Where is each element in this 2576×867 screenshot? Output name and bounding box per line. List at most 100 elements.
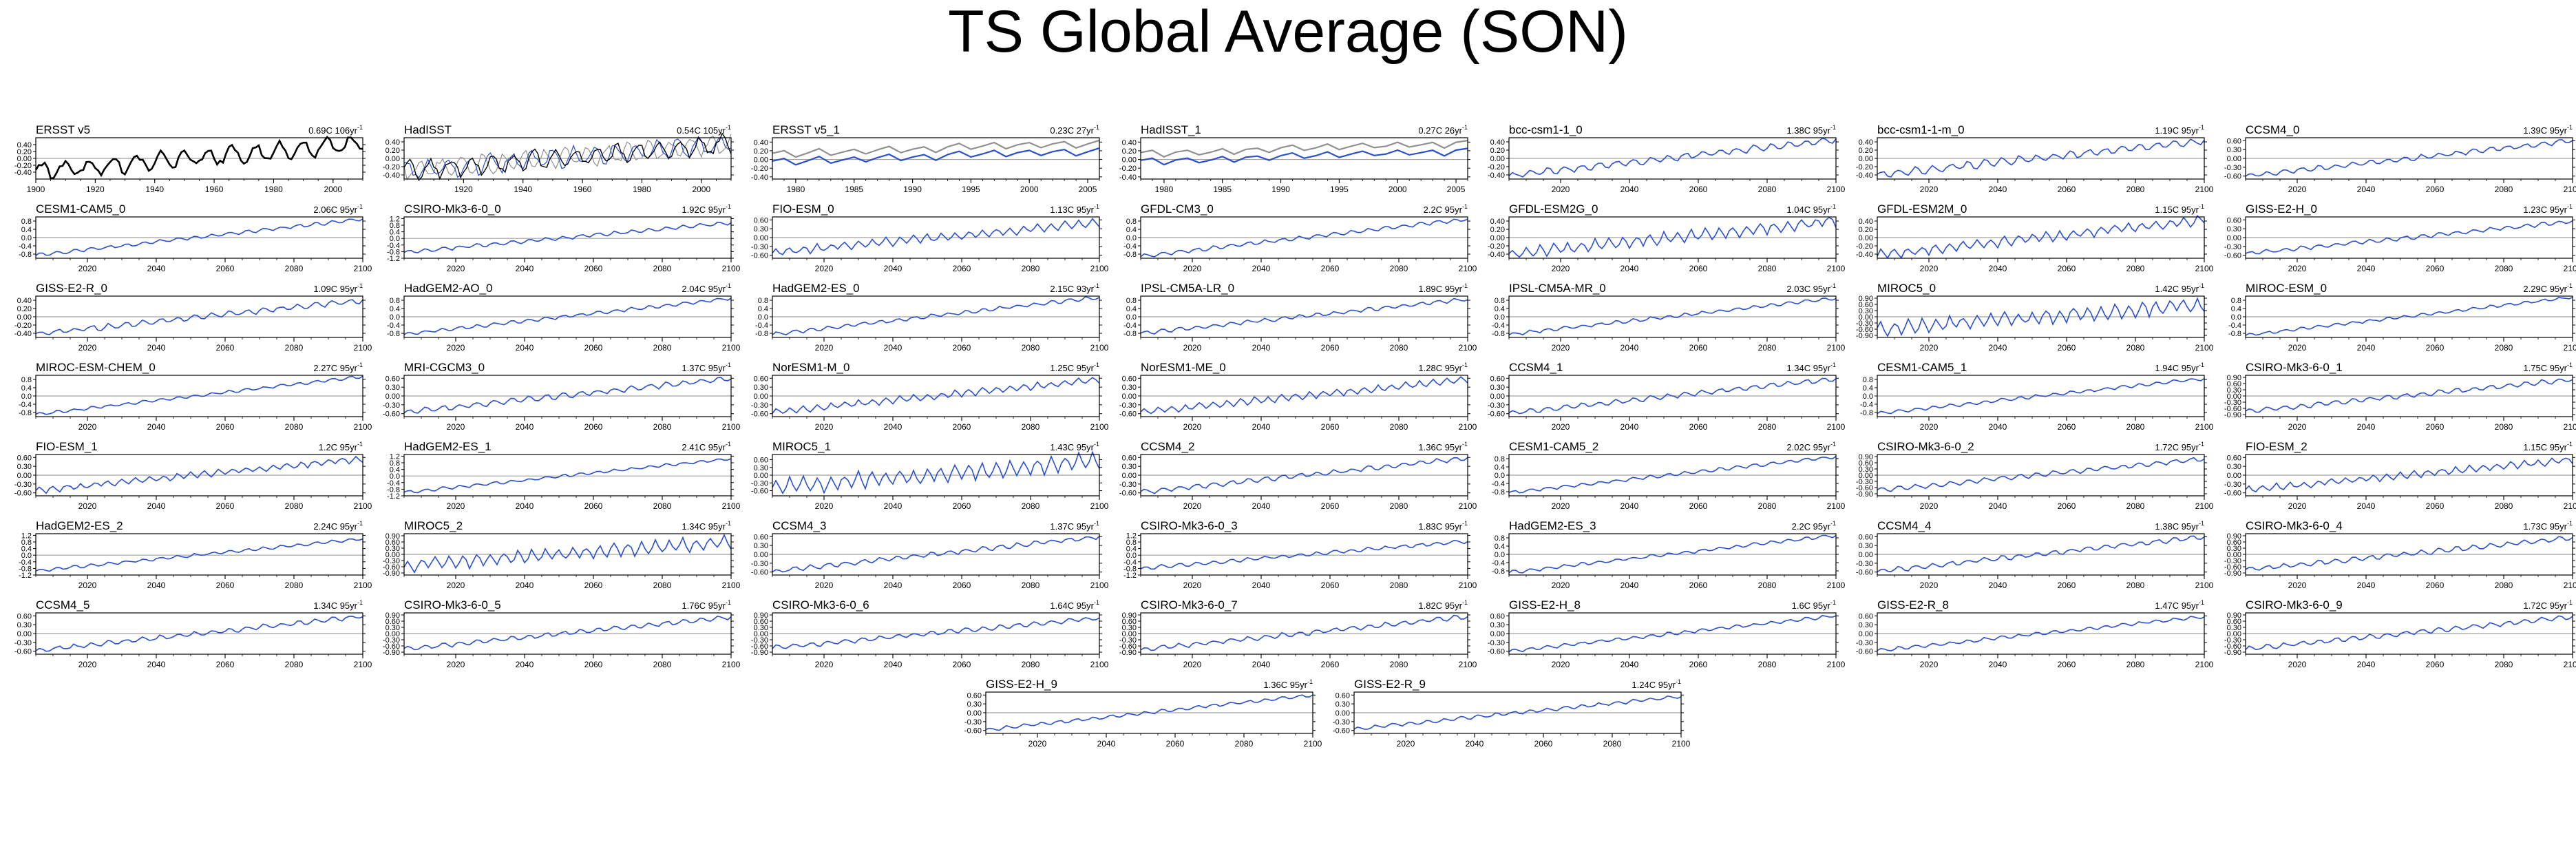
series-line (2245, 536, 2573, 571)
series-line (403, 533, 732, 574)
x-tick-label: 2100 (2195, 185, 2214, 194)
panel: MIROC5_0 1.42C 95yr-1-0.90-0.60-0.300.000… (1856, 282, 2214, 353)
y-tick-label: 0.8 (1126, 218, 1137, 226)
y-tick-label: 0.0 (1495, 472, 1505, 480)
y-tick-label: -0.60 (1488, 648, 1505, 656)
x-tick-label: 2020 (815, 660, 834, 669)
panel-title: GISS-E2-H_8 (1509, 598, 1581, 612)
x-tick-label: 2020 (1183, 581, 1202, 590)
y-tick-label: -0.30 (751, 401, 768, 410)
x-tick-label: 2060 (1689, 581, 1708, 590)
y-tick-label: 0.00 (2227, 630, 2241, 638)
y-tick-label: 0.60 (1122, 454, 1137, 462)
trend-exponent: -1 (1094, 441, 1099, 448)
y-tick-label: 0.60 (1335, 691, 1350, 700)
x-tick-label: 2020 (1183, 422, 1202, 432)
x-tick-label: 2020 (447, 581, 465, 590)
y-tick-label: -0.40 (1856, 251, 1873, 259)
y-tick-label: -0.30 (2224, 164, 2241, 172)
y-tick-label: 0.20 (754, 147, 768, 156)
y-tick-label: -0.4 (387, 242, 400, 250)
trend-exponent: -1 (1830, 520, 1836, 527)
y-tick-label: 0.30 (17, 463, 32, 471)
series-line (34, 136, 363, 180)
x-tick-label: 2040 (884, 343, 902, 353)
x-tick-label: 2060 (1166, 739, 1185, 749)
panel: IPSL-CM5A-LR_0 1.89C 95yr-1 -0.8-0.40.00.4… (1123, 282, 1477, 353)
x-tick-label: 2060 (1321, 660, 1340, 669)
y-tick-label: -0.40 (14, 330, 32, 338)
panel: GISS-E2-H_9 1.36C 95yr-1 -0.60-0.300.000.3… (964, 678, 1322, 749)
x-tick-label: 2040 (516, 501, 534, 511)
y-tick-label: 0.20 (386, 147, 400, 155)
panel: CSIRO-Mk3-6-0_5 1.76C 95yr-1 -0.90-0.60-0.… (383, 598, 741, 669)
x-tick-label: 2080 (1758, 422, 1777, 432)
series-line (403, 458, 732, 494)
x-tick-label: 2060 (953, 264, 971, 273)
panel-title: FIO-ESM_2 (2246, 440, 2308, 453)
series-line (403, 136, 732, 179)
panel-title: MRI-CGCM3_0 (404, 361, 485, 374)
x-tick-label: 2060 (1321, 581, 1340, 590)
series-line (772, 377, 1100, 415)
y-tick-label: 0.4 (1495, 463, 1505, 472)
x-tick-label: 2040 (1989, 264, 2007, 273)
x-tick-label: 1940 (145, 185, 164, 194)
series-line (1140, 457, 1468, 494)
panel-title: CSIRO-Mk3-6-0_5 (404, 598, 501, 612)
x-tick-label: 2080 (285, 581, 304, 590)
panel-trend: 0.54C 105yr-1 (677, 124, 731, 136)
panel-trend: 2.41C 95yr-1 (682, 441, 731, 452)
y-tick-label: 0.00 (1122, 393, 1137, 401)
trend-exponent: -1 (2199, 520, 2204, 527)
y-tick-label: -0.8 (1123, 330, 1137, 338)
panel-title: HadGEM2-ES_1 (404, 440, 492, 453)
series-line (35, 375, 363, 415)
panel-title: CSIRO-Mk3-6-0_7 (1141, 598, 1238, 612)
y-tick-label: -0.4 (755, 322, 768, 330)
y-tick-label: 0.0 (21, 393, 32, 401)
panel: HadGEM2-ES_3 2.2C 95yr-1 -0.8-0.40.00.40.8… (1492, 519, 1846, 590)
y-tick-label: -0.30 (751, 243, 768, 251)
y-tick-label: -0.60 (1488, 410, 1505, 419)
x-tick-label: 2100 (1090, 422, 1109, 432)
y-tick-label: 0.00 (1490, 630, 1505, 638)
y-tick-label: -0.30 (1856, 320, 1873, 328)
series-line (35, 218, 363, 256)
x-tick-label: 2060 (584, 343, 603, 353)
x-tick-label: 2060 (953, 422, 971, 432)
x-tick-label: 2020 (447, 343, 465, 353)
y-tick-label: 0.0 (1126, 552, 1137, 560)
y-tick-label: 0.00 (1859, 313, 1873, 322)
panel: GISS-E2-R_0 1.09C 95yr-1 -0.40-0.200.000.2… (14, 282, 372, 353)
y-tick-label: 0.30 (2227, 545, 2241, 553)
y-tick-label: 0.00 (2227, 551, 2241, 559)
x-tick-label: 2100 (354, 343, 372, 353)
x-tick-label: 2020 (1183, 660, 1202, 669)
y-tick-label: 0.00 (1859, 234, 1873, 242)
y-tick-label: -0.30 (1488, 401, 1505, 410)
y-tick-label: 0.60 (2227, 618, 2241, 626)
x-tick-label: 2020 (447, 422, 465, 432)
x-tick-label: 2040 (884, 581, 902, 590)
y-tick-label: 0.00 (386, 155, 400, 163)
x-tick-label: 2040 (1989, 581, 2007, 590)
x-tick-label: 2060 (2058, 185, 2076, 194)
x-tick-label: 2080 (1022, 422, 1040, 432)
y-tick-label: -0.30 (1119, 481, 1137, 489)
x-tick-label: 2060 (2058, 581, 2076, 590)
panel-trend: 1.43C 95yr-1 (1050, 441, 1099, 452)
y-tick-label: 0.60 (17, 454, 32, 462)
y-tick-label: 0.30 (2227, 624, 2241, 632)
y-tick-label: -0.30 (383, 636, 400, 645)
y-tick-label: -0.60 (2224, 173, 2241, 181)
y-tick-label: -0.60 (1333, 727, 1350, 735)
x-tick-label: 2080 (1390, 501, 1408, 511)
x-tick-label: 2060 (2426, 264, 2445, 273)
y-tick-label: 0.40 (754, 138, 768, 147)
x-tick-label: 1960 (573, 185, 592, 194)
panel-trend: 1.42C 95yr-1 (2155, 282, 2204, 294)
x-tick-label: 2020 (1920, 581, 1939, 590)
x-tick-label: 2080 (2495, 581, 2513, 590)
x-tick-label: 2020 (1552, 501, 1570, 511)
